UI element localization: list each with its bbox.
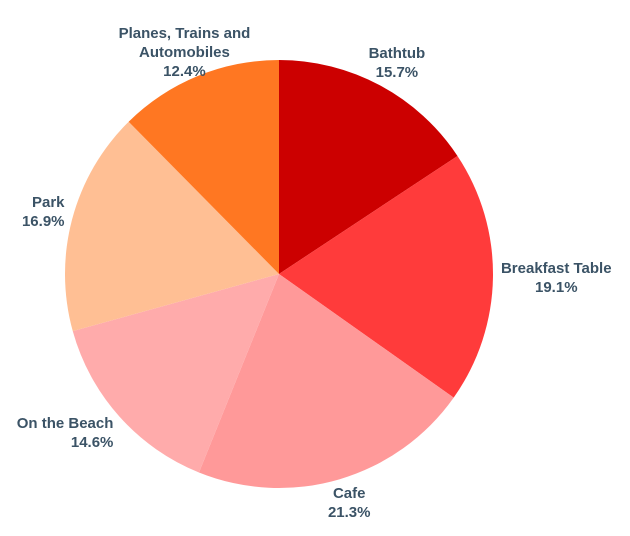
slice-value: 21.3% bbox=[327, 504, 371, 522]
pie-slice bbox=[65, 121, 279, 332]
slice-label: Park 16.9% bbox=[0, 193, 65, 231]
slice-label: Breakfast Table 19.1% bbox=[501, 259, 612, 297]
slice-label: On the Beach 14.6% bbox=[0, 414, 114, 452]
slice-label: Cafe 21.3% bbox=[269, 484, 429, 522]
slice-name: Cafe bbox=[332, 485, 366, 503]
pie-slice bbox=[279, 60, 458, 274]
slice-value: 12.4% bbox=[163, 63, 206, 81]
slice-value: 16.9% bbox=[21, 213, 65, 231]
pie-slice bbox=[198, 274, 454, 488]
slice-name: Breakfast Table bbox=[500, 259, 612, 277]
slice-value: 15.7% bbox=[375, 64, 419, 82]
slice-label: Planes, Trains and Automobiles 12.4% bbox=[104, 24, 264, 81]
slice-value: 19.1% bbox=[535, 278, 578, 296]
slice-name: Park bbox=[31, 194, 65, 212]
slice-label: Bathtub 15.7% bbox=[317, 44, 477, 82]
pie-slice bbox=[128, 60, 279, 274]
slice-name: Planes, Trains and Automobiles bbox=[118, 25, 251, 62]
slice-value: 14.6% bbox=[70, 434, 114, 452]
pie-slice bbox=[72, 274, 280, 473]
pie-slice bbox=[279, 155, 494, 398]
slice-name: Bathtub bbox=[368, 45, 426, 63]
slice-name: On the Beach bbox=[16, 415, 114, 433]
